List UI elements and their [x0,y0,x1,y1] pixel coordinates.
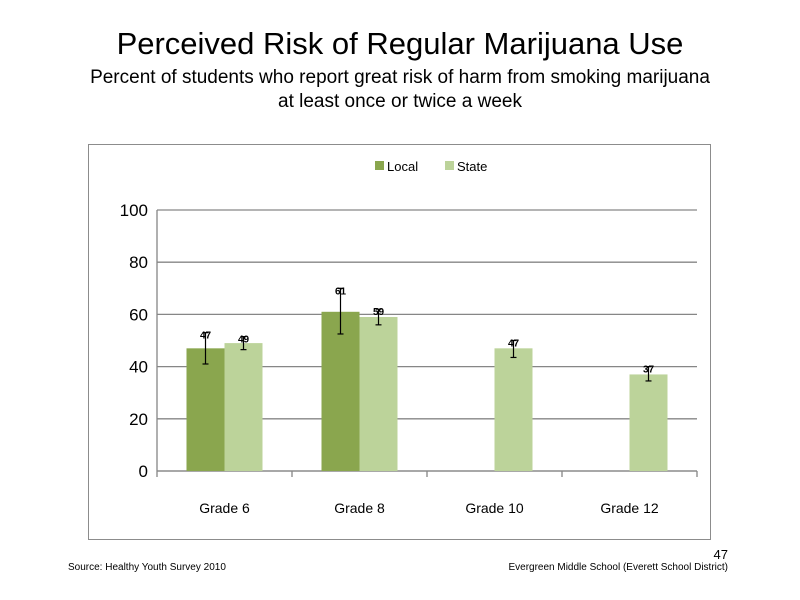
y-tick-label: 100 [120,201,148,220]
data-label: 47 [508,339,520,350]
data-label: 61 [335,286,347,297]
school-name: Evergreen Middle School (Everett School … [508,562,728,573]
y-tick-label: 80 [129,253,148,272]
y-tick-label: 0 [139,462,148,481]
data-label: 37 [643,365,655,376]
bar-local [321,311,360,471]
x-tick-label: Grade 12 [600,500,659,516]
y-tick-label: 40 [129,358,148,377]
x-tick-label: Grade 10 [465,500,524,516]
source-note: Source: Healthy Youth Survey 2010 [68,562,226,573]
chart-subtitle: Percent of students who report great ris… [90,67,710,112]
chart-title: Perceived Risk of Regular Marijuana Use [116,26,684,61]
data-label: 49 [238,335,250,346]
bar-state [359,317,398,471]
data-label: 47 [200,331,212,342]
x-tick-label: Grade 8 [334,500,385,516]
legend-swatch-state [445,161,454,170]
bar-state [629,374,668,471]
legend-label-state: State [457,159,487,174]
y-tick-label: 20 [129,410,148,429]
legend-label-local: Local [387,159,418,174]
bar-local [186,348,225,471]
data-label: 59 [373,307,385,318]
x-tick-label: Grade 6 [199,500,250,516]
bar-state [224,343,263,471]
legend-swatch-local [375,161,384,170]
bar-state [494,348,533,471]
page-number: 47 [713,547,728,562]
y-tick-label: 60 [129,305,148,324]
